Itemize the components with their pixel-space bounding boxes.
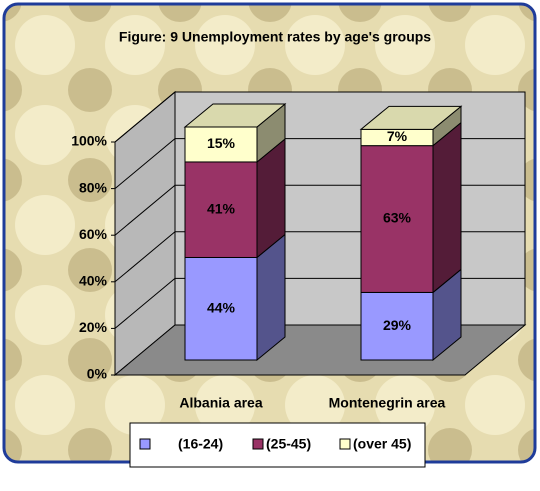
bar-front [360,291,434,361]
data-label: 44% [207,299,236,315]
data-label: 41% [207,200,236,216]
bar-segment [184,137,286,259]
grid-line [114,91,525,143]
bar-segment [184,233,286,362]
y-tick-label: 40% [79,273,108,289]
y-tick-label: 20% [79,319,108,335]
data-label: 29% [383,317,412,333]
data-label: 63% [383,210,412,226]
legend-swatch [252,438,264,450]
x-tick-label: Albania area [179,395,262,411]
bar-side [432,121,462,294]
data-label: 7% [387,128,408,144]
legend-label: (25-45) [266,436,311,452]
legend [129,422,426,468]
bar-front [184,256,258,361]
bar-top [183,103,287,128]
legend-label: (over 45) [353,436,411,452]
x-tick-label: Montenegrin area [329,395,446,411]
bar-segment [360,121,462,294]
bar-front [184,161,258,258]
legend-swatch [139,438,151,450]
data-label: 15% [207,135,236,151]
bar-segment [359,105,463,147]
y-tick-label: 0% [87,366,108,382]
y-tick-label: 100% [71,133,107,149]
legend-label: (16-24) [178,436,223,452]
legend-swatch [339,438,351,450]
y-tick-label: 80% [79,179,108,195]
y-tick-label: 60% [79,226,108,242]
bar-segment [183,102,287,164]
bar-top [359,105,463,130]
bar-front [360,145,434,293]
bar-segment [360,268,462,362]
floor [113,324,527,376]
chart-title: Figure: 9 Unemployment rates by age's gr… [119,29,431,45]
